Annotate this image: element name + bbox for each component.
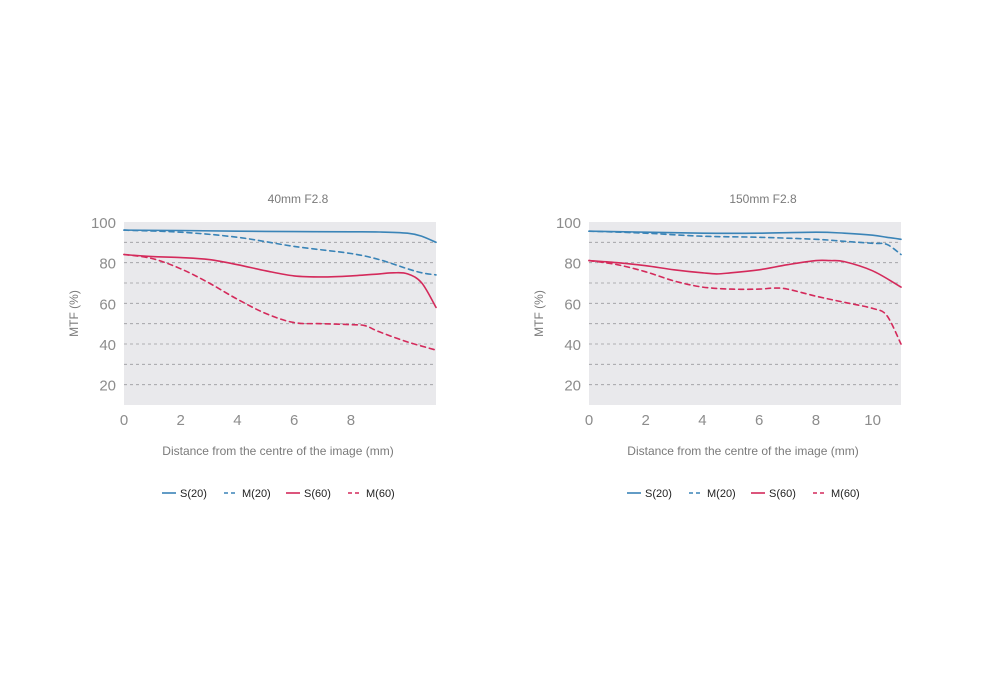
x-tick-label: 6 — [290, 412, 298, 429]
x-tick-label: 0 — [120, 412, 128, 429]
y-tick-label: 100 — [556, 215, 581, 232]
gridlines — [124, 241, 436, 386]
x-tick-label: 2 — [642, 412, 650, 429]
legend-label: S(20) — [645, 488, 672, 500]
mtf-chart-40mm: 40mm F2.8 20 40 60 80 100 0 2 4 6 8 MTF (%) Distance… — [67, 192, 437, 500]
legend-label: M(20) — [707, 488, 736, 500]
series-line-s60 — [588, 259, 902, 288]
legend: S(20) M(20) S(60) M(60) — [627, 488, 860, 500]
y-axis-label: MTF (%) — [67, 290, 81, 337]
y-tick-label: 80 — [564, 256, 581, 273]
legend-label: S(60) — [304, 488, 331, 500]
y-tick-label: 20 — [99, 378, 116, 395]
y-tick-label: 40 — [564, 337, 581, 354]
legend: S(20) M(20) S(60) M(60) — [162, 488, 395, 500]
x-tick-label: 4 — [233, 412, 241, 429]
series-line-m60 — [123, 253, 437, 351]
series-line-s20 — [123, 229, 437, 244]
legend-label: S(60) — [769, 488, 796, 500]
legend-label: M(20) — [242, 488, 271, 500]
gridlines — [589, 241, 901, 386]
legend-label: M(60) — [831, 488, 860, 500]
x-tick-label: 6 — [755, 412, 763, 429]
series-line-s60 — [123, 253, 437, 309]
y-tick-label: 20 — [564, 378, 581, 395]
x-axis-label: Distance from the centre of the image (m… — [627, 444, 858, 458]
y-tick-label: 100 — [91, 215, 116, 232]
plot-area — [124, 222, 436, 405]
series-line-m20 — [123, 229, 437, 276]
y-tick-label: 60 — [99, 296, 116, 313]
legend-label: M(60) — [366, 488, 395, 500]
mtf-chart-150mm: 150mm F2.8 20 40 60 80 100 0 2 4 6 8 10 MTF (%) Dista… — [532, 192, 902, 500]
x-tick-label: 10 — [864, 412, 881, 429]
x-tick-label: 8 — [347, 412, 355, 429]
y-axis-label: MTF (%) — [532, 290, 546, 337]
chart-title: 40mm F2.8 — [268, 192, 329, 206]
chart-title: 150mm F2.8 — [729, 192, 797, 206]
x-tick-label: 4 — [698, 412, 706, 429]
y-tick-label: 60 — [564, 296, 581, 313]
series-line-m20 — [588, 230, 902, 256]
x-tick-label: 8 — [812, 412, 820, 429]
x-axis-label: Distance from the centre of the image (m… — [162, 444, 393, 458]
plot-area — [589, 222, 901, 405]
y-tick-label: 40 — [99, 337, 116, 354]
y-tick-label: 80 — [99, 256, 116, 273]
series-line-s20 — [588, 230, 902, 241]
x-tick-label: 2 — [177, 412, 185, 429]
x-tick-label: 0 — [585, 412, 593, 429]
series-line-m60 — [588, 259, 902, 345]
legend-label: S(20) — [180, 488, 207, 500]
